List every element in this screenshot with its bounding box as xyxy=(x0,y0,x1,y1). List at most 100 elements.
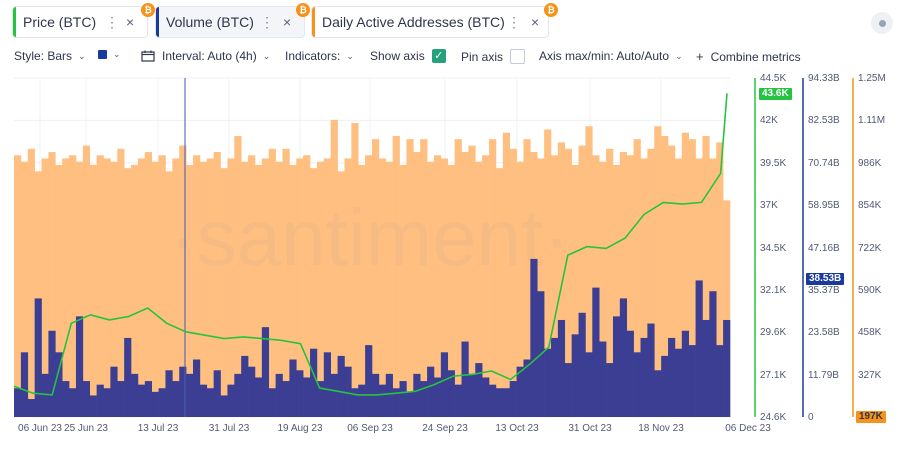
show-axis-label: Show axis xyxy=(370,49,425,63)
volume-bar xyxy=(131,373,139,417)
close-icon[interactable]: × xyxy=(531,14,540,30)
addresses-bar xyxy=(337,171,345,417)
checkbox-checked-icon[interactable]: ✓ xyxy=(431,49,446,63)
addresses-bar xyxy=(82,145,91,417)
volume-bar xyxy=(716,345,724,417)
volume-bar xyxy=(289,359,297,417)
tab-daily-active-addresses[interactable]: Daily Active Addresses (BTC) ⋮ × ₿ xyxy=(311,3,558,38)
axis-maxmin-dropdown[interactable]: Axis max/min: Auto/Auto ⌄ xyxy=(539,49,683,63)
tab-volume[interactable]: Volume (BTC) ⋮ × ₿ xyxy=(155,3,310,38)
volume-bar xyxy=(599,341,607,417)
volume-tick-label: 11.79B xyxy=(808,369,839,381)
volume-tick-label: 23.58B xyxy=(808,327,840,339)
addresses-bar xyxy=(537,158,545,418)
addresses-bar xyxy=(406,139,414,417)
volume-bar xyxy=(20,352,29,417)
volume-bar xyxy=(34,298,42,417)
addresses-bar xyxy=(626,155,634,417)
addresses-bar xyxy=(89,164,97,417)
addresses-bar xyxy=(516,161,524,417)
volume-bar xyxy=(592,287,600,417)
addresses-tick-label: 458K xyxy=(858,327,882,339)
addresses-bar xyxy=(461,152,469,417)
checkbox-unchecked-icon[interactable] xyxy=(510,49,526,64)
volume-bar xyxy=(606,363,614,417)
tab-label: Price (BTC) xyxy=(23,14,97,30)
volume-bar xyxy=(62,381,70,417)
tab-label: Daily Active Addresses (BTC) xyxy=(322,14,505,30)
addresses-bar xyxy=(640,158,648,418)
x-tick-label: 31 Jul 23 xyxy=(208,423,250,434)
addresses-bar xyxy=(668,145,676,417)
color-picker[interactable]: ⌄ xyxy=(98,49,121,60)
indicators-dropdown[interactable]: Indicators: ⌄ xyxy=(285,49,354,63)
volume-bar xyxy=(206,388,214,417)
addresses-bar xyxy=(709,158,717,418)
volume-bar xyxy=(241,355,249,417)
addresses-bar xyxy=(124,168,132,417)
volume-bar xyxy=(323,352,331,417)
show-axis-toggle[interactable]: Show axis ✓ xyxy=(370,49,446,63)
x-tick-label: 25 Jun 23 xyxy=(64,423,108,434)
addresses-bar xyxy=(702,135,710,417)
settings-button[interactable] xyxy=(871,12,893,34)
volume-bar xyxy=(681,330,689,417)
addresses-bar xyxy=(447,164,455,417)
volume-bar xyxy=(179,366,187,417)
more-icon[interactable]: ⋮ xyxy=(260,13,274,30)
addresses-current-badge: 197K xyxy=(856,411,886,423)
volume-bar xyxy=(723,319,731,417)
close-icon[interactable]: × xyxy=(126,14,135,30)
addresses-bar xyxy=(254,164,263,417)
volume-bar xyxy=(702,319,710,417)
volume-bar xyxy=(482,377,490,417)
volume-bar xyxy=(193,359,201,417)
volume-bar xyxy=(544,348,552,417)
style-dropdown[interactable]: Style: Bars ⌄ xyxy=(14,49,86,63)
more-icon[interactable]: ⋮ xyxy=(105,13,119,30)
volume-bar xyxy=(310,348,318,417)
pin-axis-toggle[interactable]: Pin axis xyxy=(461,49,526,64)
x-tick-label: 18 Nov 23 xyxy=(638,423,684,434)
addresses-bar xyxy=(193,155,201,417)
color-swatch xyxy=(98,50,107,59)
addresses-bar xyxy=(647,148,655,417)
volume-bar xyxy=(495,388,504,417)
addresses-bar xyxy=(186,164,194,417)
tab-price[interactable]: Price (BTC) ⋮ × ₿ xyxy=(12,3,155,38)
close-icon[interactable]: × xyxy=(283,14,292,30)
addresses-bar xyxy=(144,152,152,417)
addresses-bar xyxy=(661,135,669,417)
addresses-bar xyxy=(688,139,696,417)
addresses-bar xyxy=(165,171,173,417)
addresses-bar xyxy=(585,126,593,418)
more-icon[interactable]: ⋮ xyxy=(507,13,521,30)
volume-tick-label: 35.37B xyxy=(808,284,840,296)
volume-tick-label: 47.16B xyxy=(808,242,840,254)
volume-current-badge: 38.53B xyxy=(806,273,845,285)
addresses-bar xyxy=(310,168,318,417)
volume-bar xyxy=(433,377,442,417)
addresses-bar xyxy=(41,158,49,418)
chevron-down-icon: ⌄ xyxy=(675,50,683,61)
price-tick-label: 24.6K xyxy=(760,412,787,423)
volume-bar xyxy=(96,384,104,417)
volume-bar xyxy=(399,381,407,417)
volume-bar xyxy=(227,384,235,417)
combine-metrics-button[interactable]: + Combine metrics xyxy=(696,49,801,64)
addresses-tick-label: 854K xyxy=(858,200,882,212)
price-tick-label: 29.6K xyxy=(760,327,787,339)
dot-icon xyxy=(878,19,886,27)
interval-dropdown[interactable]: Interval: Auto (4h) ⌄ xyxy=(141,49,270,63)
volume-bar xyxy=(516,366,524,417)
addresses-bar xyxy=(330,119,338,417)
volume-tick-label: 0 xyxy=(808,412,814,423)
volume-bar xyxy=(186,373,194,417)
addresses-bar xyxy=(351,123,359,417)
addresses-bar xyxy=(131,164,139,417)
addresses-bar xyxy=(482,155,490,417)
x-tick-label: 24 Sep 23 xyxy=(422,423,468,434)
addresses-bar xyxy=(489,139,497,417)
addresses-tick-label: 590K xyxy=(858,284,882,296)
